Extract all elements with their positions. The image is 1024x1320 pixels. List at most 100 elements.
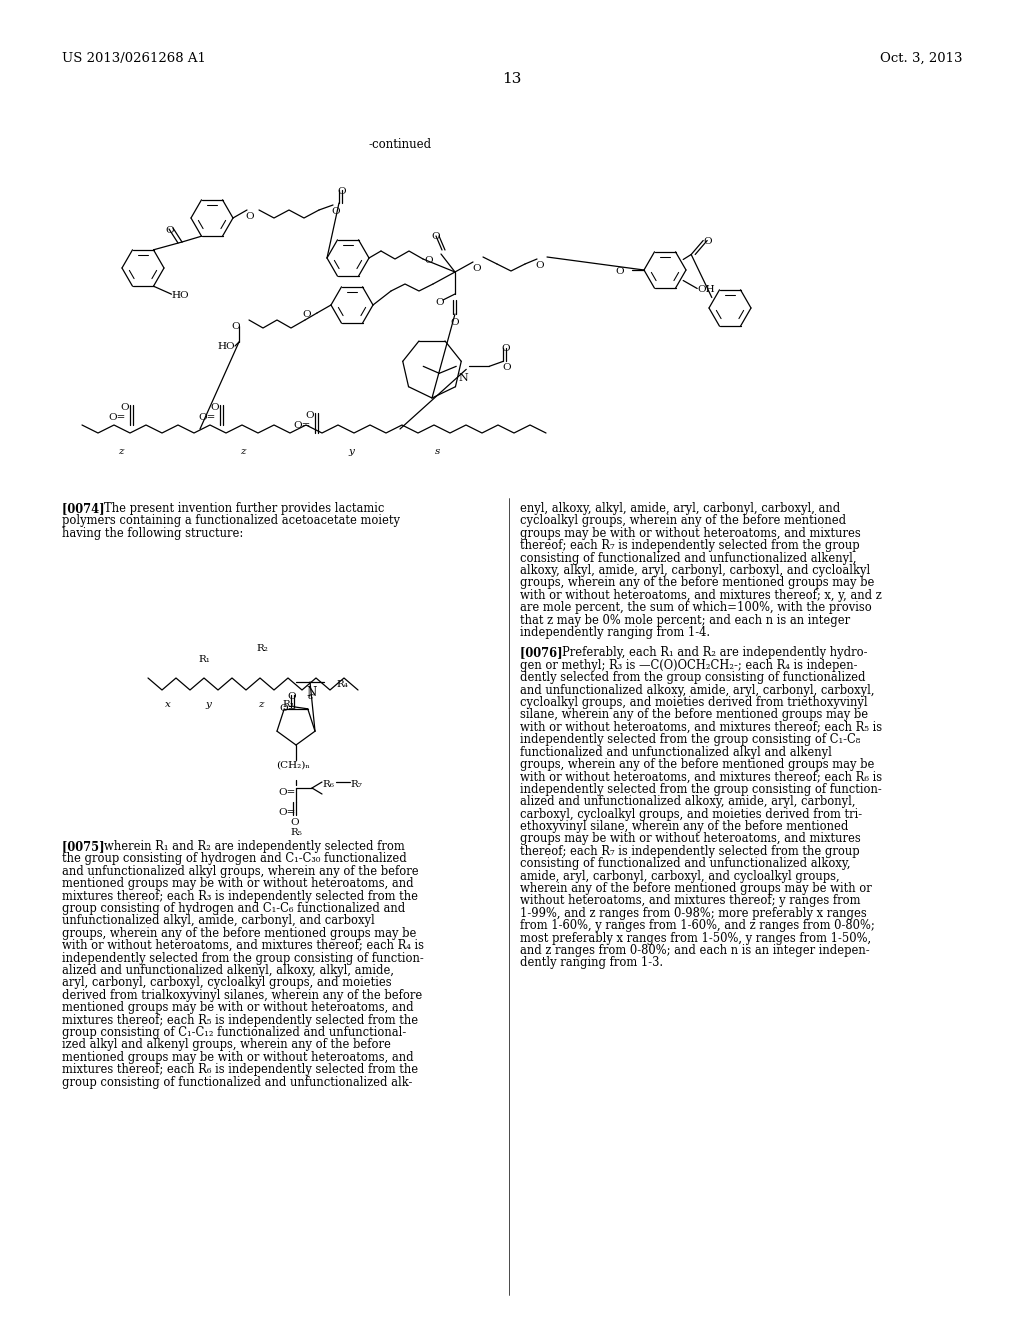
- Text: R₃: R₃: [282, 700, 294, 709]
- Text: without heteroatoms, and mixtures thereof; y ranges from: without heteroatoms, and mixtures thereo…: [520, 895, 860, 907]
- Text: thereof; each R₇ is independently selected from the group: thereof; each R₇ is independently select…: [520, 845, 859, 858]
- Text: groups may be with or without heteroatoms, and mixtures: groups may be with or without heteroatom…: [520, 527, 861, 540]
- Text: independently ranging from 1-4.: independently ranging from 1-4.: [520, 626, 710, 639]
- Text: O: O: [703, 238, 712, 247]
- Text: O: O: [288, 692, 296, 701]
- Text: O: O: [165, 226, 174, 235]
- Text: c: c: [308, 692, 313, 701]
- Text: O=: O=: [280, 704, 297, 713]
- Text: HO: HO: [217, 342, 234, 351]
- Text: dently ranging from 1-3.: dently ranging from 1-3.: [520, 957, 664, 969]
- Text: alized and unfunctionalized alkenyl, alkoxy, alkyl, amide,: alized and unfunctionalized alkenyl, alk…: [62, 964, 394, 977]
- Text: O: O: [501, 345, 510, 354]
- Text: mentioned groups may be with or without heteroatoms, and: mentioned groups may be with or without …: [62, 1001, 414, 1014]
- Text: [0075]: [0075]: [62, 840, 116, 853]
- Text: consisting of functionalized and unfunctionalized alkenyl,: consisting of functionalized and unfunct…: [520, 552, 856, 565]
- Text: N: N: [306, 686, 316, 700]
- Text: O: O: [502, 363, 511, 372]
- Text: O: O: [210, 403, 219, 412]
- Text: 1-99%, and z ranges from 0-98%; more preferably x ranges: 1-99%, and z ranges from 0-98%; more pre…: [520, 907, 866, 920]
- Text: mentioned groups may be with or without heteroatoms, and: mentioned groups may be with or without …: [62, 878, 414, 890]
- Text: enyl, alkoxy, alkyl, amide, aryl, carbonyl, carboxyl, and: enyl, alkoxy, alkyl, amide, aryl, carbon…: [520, 502, 841, 515]
- Text: independently selected from the group consisting of function-: independently selected from the group co…: [520, 783, 882, 796]
- Text: and unfunctionalized alkoxy, amide, aryl, carbonyl, carboxyl,: and unfunctionalized alkoxy, amide, aryl…: [520, 684, 874, 697]
- Text: R₆: R₆: [322, 780, 334, 789]
- Text: O: O: [331, 207, 340, 216]
- Text: [0074]: [0074]: [62, 502, 116, 515]
- Text: carboxyl, cycloalkyl groups, and moieties derived from tri-: carboxyl, cycloalkyl groups, and moietie…: [520, 808, 862, 821]
- Text: group consisting of C₁-C₁₂ functionalized and unfunctional-: group consisting of C₁-C₁₂ functionalize…: [62, 1026, 407, 1039]
- Text: z: z: [258, 700, 263, 709]
- Text: with or without heteroatoms, and mixtures thereof; each R₅ is: with or without heteroatoms, and mixture…: [520, 721, 882, 734]
- Text: R₄: R₄: [336, 680, 348, 689]
- Text: O: O: [231, 322, 240, 331]
- Text: silane, wherein any of the before mentioned groups may be: silane, wherein any of the before mentio…: [520, 709, 868, 722]
- Text: groups, wherein any of the before mentioned groups may be: groups, wherein any of the before mentio…: [520, 577, 874, 590]
- Text: that z may be 0% mole percent; and each n is an integer: that z may be 0% mole percent; and each …: [520, 614, 850, 627]
- Text: amide, aryl, carbonyl, carboxyl, and cycloalkyl groups,: amide, aryl, carbonyl, carboxyl, and cyc…: [520, 870, 840, 883]
- Text: mentioned groups may be with or without heteroatoms, and: mentioned groups may be with or without …: [62, 1051, 414, 1064]
- Text: N: N: [459, 374, 468, 383]
- Text: with or without heteroatoms, and mixtures thereof; each R₆ is: with or without heteroatoms, and mixture…: [520, 771, 882, 783]
- Text: O=: O=: [278, 788, 295, 797]
- Text: 13: 13: [503, 73, 521, 86]
- Text: group consisting of hydrogen and C₁-C₆ functionalized and: group consisting of hydrogen and C₁-C₆ f…: [62, 902, 406, 915]
- Text: groups, wherein any of the before mentioned groups may be: groups, wherein any of the before mentio…: [62, 927, 417, 940]
- Text: independently selected from the group consisting of function-: independently selected from the group co…: [62, 952, 424, 965]
- Text: O: O: [472, 264, 480, 273]
- Text: with or without heteroatoms, and mixtures thereof; x, y, and z: with or without heteroatoms, and mixture…: [520, 589, 882, 602]
- Text: O: O: [305, 411, 313, 420]
- Text: unfunctionalized alkyl, amide, carbonyl, and carboxyl: unfunctionalized alkyl, amide, carbonyl,…: [62, 915, 375, 928]
- Text: wherein any of the before mentioned groups may be with or: wherein any of the before mentioned grou…: [520, 882, 871, 895]
- Text: consisting of functionalized and unfunctionalized alkoxy,: consisting of functionalized and unfunct…: [520, 857, 851, 870]
- Text: aryl, carbonyl, carboxyl, cycloalkyl groups, and moieties: aryl, carbonyl, carboxyl, cycloalkyl gro…: [62, 977, 391, 990]
- Text: wherein R₁ and R₂ are independently selected from: wherein R₁ and R₂ are independently sele…: [104, 840, 404, 853]
- Text: group consisting of functionalized and unfunctionalized alk-: group consisting of functionalized and u…: [62, 1076, 413, 1089]
- Text: O: O: [615, 267, 624, 276]
- Text: O: O: [302, 310, 311, 319]
- Text: alized and unfunctionalized alkoxy, amide, aryl, carbonyl,: alized and unfunctionalized alkoxy, amid…: [520, 795, 855, 808]
- Text: The present invention further provides lactamic: The present invention further provides l…: [104, 502, 384, 515]
- Text: O=: O=: [198, 413, 215, 422]
- Text: R₇: R₇: [350, 780, 361, 789]
- Text: z: z: [240, 447, 246, 455]
- Text: OH: OH: [697, 285, 715, 294]
- Text: O: O: [431, 232, 439, 242]
- Text: mixtures thereof; each R₅ is independently selected from the: mixtures thereof; each R₅ is independent…: [62, 1014, 418, 1027]
- Text: functionalized and unfunctionalized alkyl and alkenyl: functionalized and unfunctionalized alky…: [520, 746, 831, 759]
- Text: O: O: [435, 298, 443, 308]
- Text: and z ranges from 0-80%; and each n is an integer indepen-: and z ranges from 0-80%; and each n is a…: [520, 944, 869, 957]
- Text: -continued: -continued: [369, 139, 431, 150]
- Text: R₁: R₁: [198, 655, 210, 664]
- Text: most preferably x ranges from 1-50%, y ranges from 1-50%,: most preferably x ranges from 1-50%, y r…: [520, 932, 871, 945]
- Text: O=: O=: [108, 413, 125, 422]
- Text: [0076]: [0076]: [520, 647, 574, 660]
- Text: US 2013/0261268 A1: US 2013/0261268 A1: [62, 51, 206, 65]
- Text: are mole percent, the sum of which=100%, with the proviso: are mole percent, the sum of which=100%,…: [520, 601, 871, 614]
- Text: O: O: [290, 818, 299, 828]
- Text: (CH₂)ₙ: (CH₂)ₙ: [276, 762, 309, 770]
- Text: mixtures thereof; each R₃ is independently selected from the: mixtures thereof; each R₃ is independent…: [62, 890, 418, 903]
- Text: groups may be with or without heteroatoms, and mixtures: groups may be with or without heteroatom…: [520, 833, 861, 845]
- Text: ethoxyvinyl silane, wherein any of the before mentioned: ethoxyvinyl silane, wherein any of the b…: [520, 820, 848, 833]
- Text: Oct. 3, 2013: Oct. 3, 2013: [880, 51, 962, 65]
- Text: the group consisting of hydrogen and C₁-C₃₀ functionalized: the group consisting of hydrogen and C₁-…: [62, 853, 407, 866]
- Text: Preferably, each R₁ and R₂ are independently hydro-: Preferably, each R₁ and R₂ are independe…: [562, 647, 867, 660]
- Text: y: y: [205, 700, 211, 709]
- Text: mixtures thereof; each R₆ is independently selected from the: mixtures thereof; each R₆ is independent…: [62, 1063, 418, 1076]
- Text: groups, wherein any of the before mentioned groups may be: groups, wherein any of the before mentio…: [520, 758, 874, 771]
- Text: thereof; each R₇ is independently selected from the group: thereof; each R₇ is independently select…: [520, 539, 859, 552]
- Text: O: O: [535, 261, 544, 271]
- Text: from 1-60%, y ranges from 1-60%, and z ranges from 0-80%;: from 1-60%, y ranges from 1-60%, and z r…: [520, 919, 874, 932]
- Text: O: O: [424, 256, 433, 265]
- Text: O: O: [450, 318, 459, 327]
- Text: O=: O=: [278, 808, 295, 817]
- Text: with or without heteroatoms, and mixtures thereof; each R₄ is: with or without heteroatoms, and mixture…: [62, 940, 424, 952]
- Text: O: O: [245, 213, 254, 220]
- Text: s: s: [435, 447, 440, 455]
- Text: dently selected from the group consisting of functionalized: dently selected from the group consistin…: [520, 671, 865, 684]
- Text: O=: O=: [293, 421, 310, 430]
- Text: x: x: [165, 700, 171, 709]
- Text: cycloalkyl groups, and moieties derived from triethoxyvinyl: cycloalkyl groups, and moieties derived …: [520, 696, 867, 709]
- Text: R₅: R₅: [290, 828, 302, 837]
